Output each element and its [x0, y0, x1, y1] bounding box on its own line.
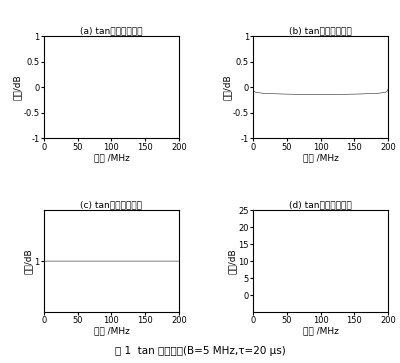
X-axis label: 频率 /MHz: 频率 /MHz [303, 327, 338, 336]
Title: (b) tan调频信号虚部: (b) tan调频信号虚部 [289, 26, 352, 36]
Title: (d) tan调频信号频域: (d) tan调频信号频域 [289, 200, 352, 209]
Y-axis label: 幅値/dB: 幅値/dB [228, 248, 237, 274]
Text: 图 1  tan 调制信号(B=5 MHz,τ=20 μs): 图 1 tan 调制信号(B=5 MHz,τ=20 μs) [115, 346, 285, 356]
X-axis label: 频率 /MHz: 频率 /MHz [94, 153, 129, 162]
Y-axis label: 幅値/dB: 幅値/dB [24, 248, 33, 274]
Y-axis label: 幅値/dB: 幅値/dB [222, 74, 232, 100]
Title: (a) tan调频信号实部: (a) tan调频信号实部 [80, 26, 143, 36]
Title: (c) tan调频信号模値: (c) tan调频信号模値 [80, 200, 142, 209]
X-axis label: 频率 /MHz: 频率 /MHz [303, 153, 338, 162]
X-axis label: 频率 /MHz: 频率 /MHz [94, 327, 129, 336]
Y-axis label: 幅値/dB: 幅値/dB [13, 74, 22, 100]
